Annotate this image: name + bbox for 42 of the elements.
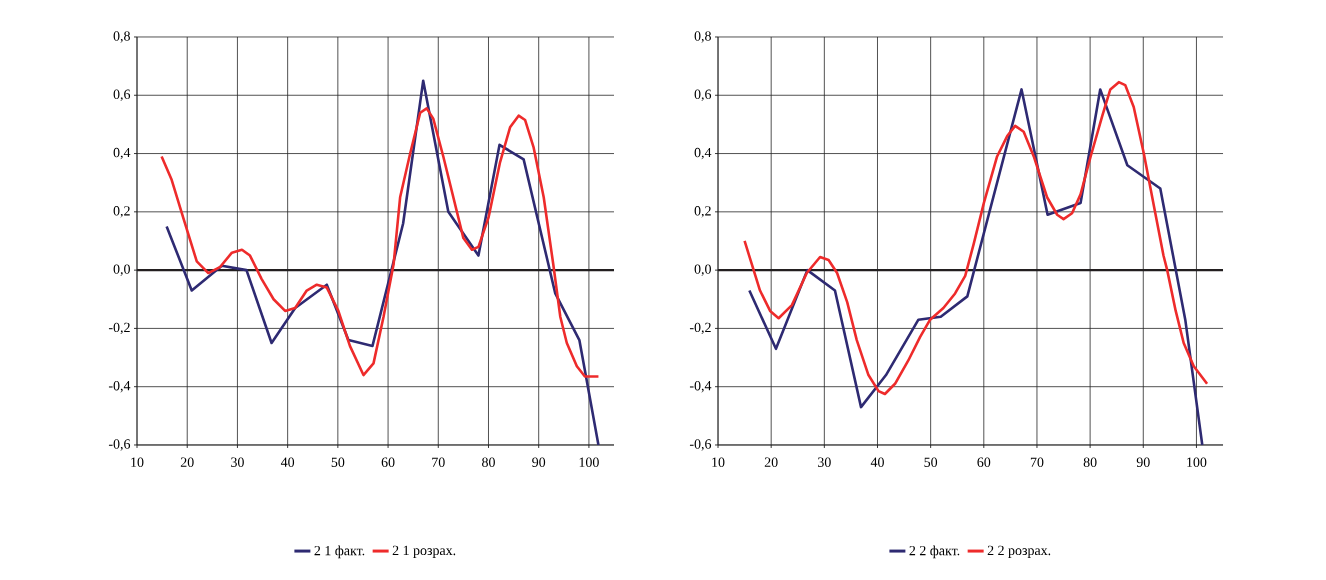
y-tick-label: 0,2 <box>694 206 711 218</box>
x-tick-label: 40 <box>870 457 884 467</box>
legend-label: 2 2 розрах. <box>987 545 1051 558</box>
x-tick-label: 20 <box>180 457 194 467</box>
y-tick-label: 0,8 <box>694 31 711 43</box>
x-tick-label: 60 <box>977 457 991 467</box>
y-tick-label: 0,6 <box>113 89 131 101</box>
x-tick-label: 70 <box>432 457 445 467</box>
y-tick-label: 0,2 <box>113 206 130 218</box>
y-tick-label: 0,4 <box>694 147 712 160</box>
y-tick-label: -0,6 <box>108 439 131 451</box>
x-tick-label: 30 <box>231 457 244 467</box>
y-tick-label: -0,2 <box>689 322 711 335</box>
x-tick-label: 100 <box>1187 457 1207 467</box>
x-tick-label: 90 <box>532 457 546 467</box>
x-tick-label: 50 <box>331 457 345 467</box>
x-tick-label: 30 <box>818 457 831 467</box>
x-tick-label: 100 <box>579 457 599 467</box>
y-tick-label: 0,0 <box>694 264 711 276</box>
line-series <box>743 80 1209 396</box>
x-tick-label: 50 <box>924 457 938 467</box>
y-tick-label: -0,4 <box>689 380 712 393</box>
x-tick-label: 10 <box>712 457 725 467</box>
y-tick-label: 0,4 <box>113 147 131 160</box>
x-tick-label: 10 <box>131 457 144 467</box>
x-tick-label: 40 <box>280 457 295 467</box>
legend-label: 2 2 факт. <box>909 545 960 559</box>
x-tick-label: 70 <box>1030 457 1044 467</box>
y-tick-label: 0,6 <box>694 89 712 101</box>
y-tick-label: -0,4 <box>108 380 131 393</box>
y-tick-label: -0,6 <box>689 439 712 451</box>
legend-label: 2 1 факт. <box>314 545 365 559</box>
line-series <box>748 88 1204 445</box>
x-tick-label: 80 <box>482 457 495 467</box>
x-tick-label: 60 <box>381 457 395 467</box>
y-tick-label: 0,8 <box>113 31 130 43</box>
x-tick-label: 20 <box>764 457 778 467</box>
x-tick-label: 90 <box>1136 457 1150 467</box>
y-tick-label: -0,2 <box>108 322 130 335</box>
y-tick-label: 0,0 <box>113 264 130 276</box>
legend-label: 2 1 розрах. <box>392 545 456 558</box>
x-tick-label: 80 <box>1083 457 1097 467</box>
